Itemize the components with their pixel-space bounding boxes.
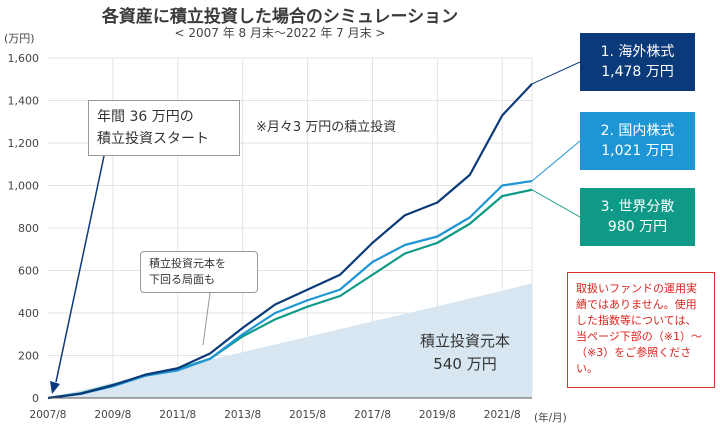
principal-area bbox=[48, 283, 532, 398]
start-arrow-head bbox=[50, 381, 60, 394]
callout-below-line1: 積立投資元本を bbox=[149, 257, 226, 270]
principal-label-title: 積立投資元本 bbox=[419, 332, 510, 350]
y-tick-label: 1,000 bbox=[8, 180, 40, 193]
callout-investment-start: 年間 36 万円の 積立投資スタート bbox=[88, 100, 240, 156]
legend-box-global-diversified: 3. 世界分散 980 万円 bbox=[580, 188, 695, 246]
legend-connector bbox=[531, 189, 581, 218]
x-tick-label: 2013/8 bbox=[224, 409, 261, 421]
legend-overseas-value: 1,478 万円 bbox=[601, 64, 674, 80]
connector-layer bbox=[50, 61, 581, 394]
start-arrow-line bbox=[55, 155, 105, 383]
y-tick-label: 1,600 bbox=[8, 52, 40, 65]
y-tick-label: 1,400 bbox=[8, 95, 40, 108]
principal-area-layer bbox=[48, 283, 532, 398]
y-axis-unit-label: (万円) bbox=[4, 32, 35, 45]
x-axis-unit-label: (年/月) bbox=[534, 412, 567, 424]
x-tick-label: 2011/8 bbox=[159, 409, 196, 421]
legend-connector bbox=[531, 140, 581, 182]
callout-below-principal: 積立投資元本を 下回る局面も bbox=[140, 251, 258, 293]
disclaimer-note: 取扱いファンドの運用実績ではありません。使用した指数等については、当ページ下部の… bbox=[567, 272, 715, 388]
y-tick-label: 400 bbox=[18, 307, 39, 320]
chart-subtitle: < 2007 年 8 月末～2022 年 7 月末 > bbox=[174, 26, 386, 40]
legend-connector bbox=[531, 61, 581, 85]
x-tick-label: 2007/8 bbox=[30, 409, 67, 421]
principal-label: 積立投資元本 540 万円 bbox=[395, 330, 535, 376]
y-tick-label: 600 bbox=[18, 265, 39, 278]
axis-layer: 0 200 400 600 800 1,000 1,200 1,400 1,600 2007/8 2… bbox=[8, 52, 532, 421]
legend-global-value: 980 万円 bbox=[607, 219, 668, 235]
callout-start-line1: 年間 36 万円の bbox=[97, 109, 194, 125]
y-tick-label: 800 bbox=[18, 222, 39, 235]
legend-global-name: 3. 世界分散 bbox=[600, 199, 675, 215]
x-tick-label: 2017/8 bbox=[354, 409, 391, 421]
monthly-investment-note: ※月々3 万円の積立投資 bbox=[256, 120, 397, 135]
below-callout-pointer bbox=[202, 292, 211, 346]
callout-start-line2: 積立投資スタート bbox=[97, 131, 209, 147]
legend-overseas-name: 1. 海外株式 bbox=[600, 44, 675, 60]
callout-below-line2: 下回る局面も bbox=[149, 273, 215, 286]
principal-label-value: 540 万円 bbox=[433, 355, 497, 373]
x-tick-label: 2019/8 bbox=[419, 409, 456, 421]
legend-domestic-value: 1,021 万円 bbox=[601, 143, 674, 159]
y-tick-label: 1,200 bbox=[8, 137, 40, 150]
x-tick-label: 2009/8 bbox=[94, 409, 131, 421]
x-tick-label: 2021/8 bbox=[484, 409, 521, 421]
series-lines-layer bbox=[47, 83, 533, 400]
x-tick-label: 2015/8 bbox=[289, 409, 326, 421]
y-tick-label: 200 bbox=[18, 350, 39, 363]
legend-box-overseas-stocks: 1. 海外株式 1,478 万円 bbox=[580, 33, 695, 91]
chart-title: 各資産に積立投資した場合のシミュレーション bbox=[101, 7, 459, 27]
overseas-stocks-line bbox=[47, 83, 533, 400]
legend-box-domestic-stocks: 2. 国内株式 1,021 万円 bbox=[580, 112, 695, 170]
legend-domestic-name: 2. 国内株式 bbox=[600, 123, 675, 139]
y-tick-label: 0 bbox=[32, 392, 39, 405]
